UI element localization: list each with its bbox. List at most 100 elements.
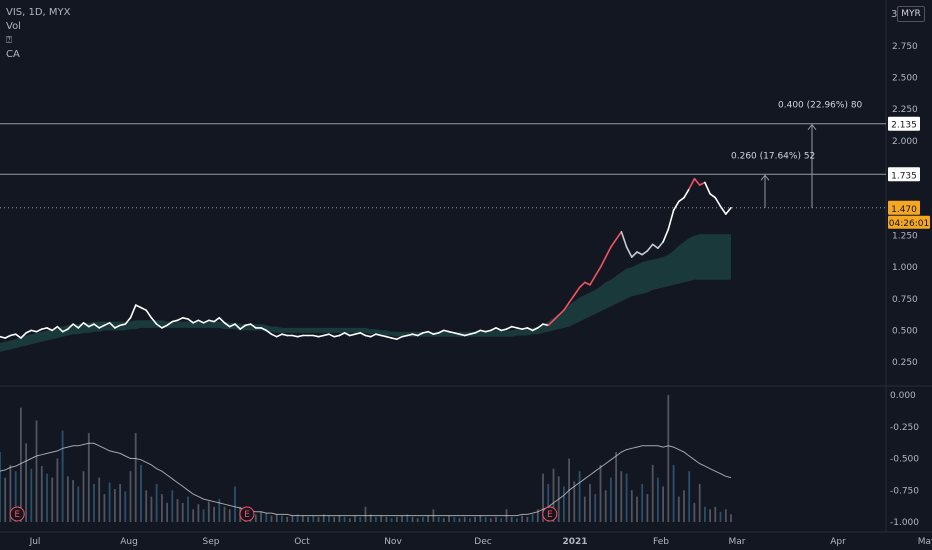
volume-bar <box>698 483 701 522</box>
last-price-label: 1.470 <box>891 205 917 215</box>
volume-bar <box>484 516 487 522</box>
price-segment <box>704 181 711 195</box>
price-segment <box>516 327 523 330</box>
price-segment <box>328 333 336 338</box>
price-segment <box>9 333 17 337</box>
price-segment <box>495 327 503 332</box>
volume-bar <box>317 516 320 522</box>
volume-bar <box>270 515 273 522</box>
price-segment <box>281 333 289 337</box>
volume-bar <box>98 477 101 522</box>
volume-tick-label: -0.750 <box>890 486 919 496</box>
legend-volume[interactable]: Vol <box>6 21 21 32</box>
volume-bar <box>453 516 456 522</box>
price-segment <box>88 323 95 328</box>
volume-bar <box>291 515 294 522</box>
price-segment <box>547 319 555 327</box>
volume-bar <box>604 490 607 523</box>
volume-bar <box>573 481 576 522</box>
price-segment <box>469 332 476 336</box>
volume-bar <box>542 473 544 522</box>
volume-series <box>0 395 732 523</box>
volume-bar <box>526 516 529 522</box>
price-segment <box>348 333 356 337</box>
price-segment <box>98 324 106 329</box>
price-segment <box>249 323 257 329</box>
volume-bar <box>589 483 591 522</box>
volume-bar <box>46 473 48 522</box>
volume-bar <box>442 518 445 522</box>
volume-bar <box>683 490 685 523</box>
price-segment <box>369 333 377 338</box>
earnings-marker <box>239 506 255 522</box>
volume-bar <box>281 515 283 522</box>
volume-bar <box>463 516 466 522</box>
price-segment <box>46 327 54 332</box>
price-segment <box>380 334 388 338</box>
price-segment <box>510 325 518 329</box>
price-segment <box>14 333 22 339</box>
price-segment <box>218 316 226 324</box>
volume-bar <box>93 483 95 522</box>
volume-bar <box>401 515 403 522</box>
price-segment <box>171 319 179 323</box>
volume-bar <box>9 464 12 522</box>
price-segment <box>155 323 163 329</box>
price-segment <box>641 250 649 256</box>
price-tick-label: 0.750 <box>892 295 918 305</box>
volume-bar <box>77 486 80 522</box>
price-segment <box>375 333 383 337</box>
volume-bar <box>380 515 383 522</box>
price-segment <box>646 243 654 252</box>
price-segment <box>651 243 659 249</box>
volume-bar <box>610 477 612 522</box>
volume-bar <box>599 464 602 522</box>
price-segment <box>589 275 597 286</box>
price-segment <box>82 321 90 328</box>
legend-ca[interactable]: CA <box>6 49 20 60</box>
price-segment <box>385 335 393 339</box>
volume-bar <box>672 464 675 522</box>
time-tick-label: Nov <box>384 537 402 547</box>
time-tick-label: May <box>918 537 932 547</box>
price-segment <box>667 209 675 231</box>
currency-button[interactable]: MYR <box>897 6 925 22</box>
volume-bar <box>265 513 268 522</box>
volume-bar <box>385 516 388 522</box>
price-segment <box>239 324 247 330</box>
price-segment <box>698 181 706 186</box>
price-segment <box>234 323 241 330</box>
volume-bar <box>364 506 367 522</box>
volume-bar <box>583 496 586 522</box>
price-segment <box>683 188 691 199</box>
price-segment <box>620 231 628 248</box>
price-segment <box>672 200 680 212</box>
volume-bar <box>67 476 69 522</box>
time-tick-label: Feb <box>653 537 669 547</box>
price-series <box>0 177 732 341</box>
price-tick-label: 2.250 <box>892 105 918 115</box>
volume-bar <box>416 518 419 522</box>
price-segment <box>192 319 200 324</box>
price-segment <box>463 333 471 337</box>
price-segment <box>489 327 497 332</box>
price-segment <box>479 329 487 333</box>
volume-bar <box>719 511 722 522</box>
volume-bar <box>181 502 184 522</box>
price-segment <box>636 251 644 256</box>
volume-bar <box>14 471 17 522</box>
volume-bar <box>296 514 299 522</box>
volume-bar <box>322 514 325 522</box>
legend-symbol[interactable]: VIS, 1D, MYX <box>6 7 71 18</box>
price-segment <box>223 321 231 328</box>
volume-bar <box>547 483 550 522</box>
time-tick-label: 2021 <box>562 537 587 547</box>
legend-glyph-icon[interactable]: ⍰ <box>6 35 12 46</box>
price-segment <box>677 196 685 203</box>
volume-bar <box>197 504 200 522</box>
price-segment <box>275 333 283 338</box>
price-segment <box>401 334 409 338</box>
volume-bar <box>134 433 137 522</box>
price-segment <box>145 309 153 319</box>
